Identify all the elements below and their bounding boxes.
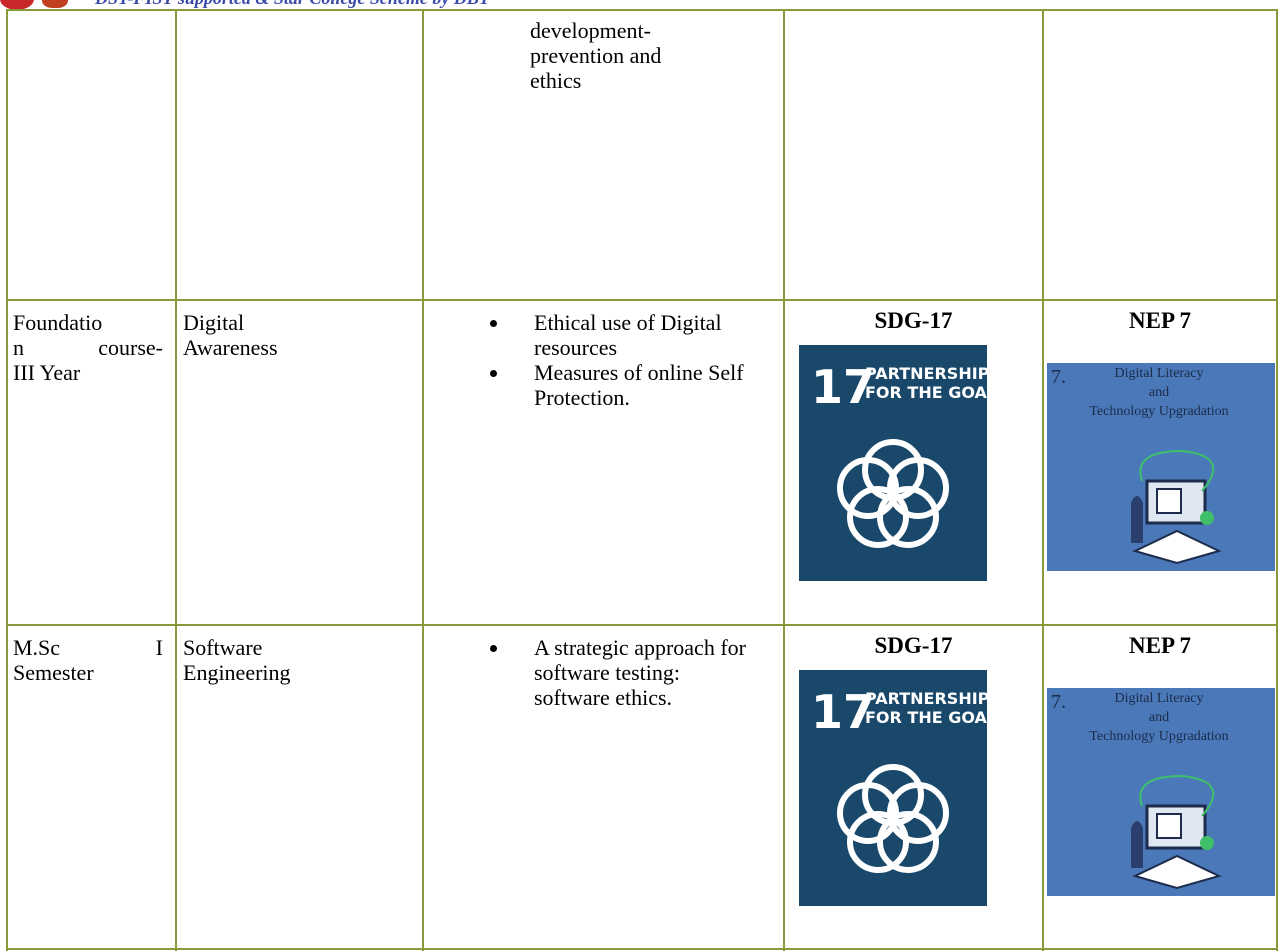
sdg-title: PARTNERSHIPS — [865, 364, 987, 383]
nep-number: 7. — [1051, 691, 1066, 713]
course-line: Software — [183, 635, 263, 660]
sdg-image: 17PARTNERSHIPSFOR THE GOALS — [799, 345, 987, 581]
table-border — [6, 299, 1278, 301]
class-line: M.Sc I — [13, 635, 163, 660]
topic-line: prevention and — [530, 43, 662, 68]
nep-book — [1132, 854, 1222, 890]
table-border — [6, 624, 1278, 626]
course-line: Engineering — [183, 660, 291, 685]
nep-wire — [1139, 774, 1215, 817]
class-line: n course- — [13, 335, 163, 360]
topic-item: Measures of online Self Protection. — [490, 360, 759, 410]
table-border — [175, 9, 177, 951]
nep-background — [1047, 363, 1275, 571]
topic-list: A strategic approach for software testin… — [490, 635, 759, 710]
sdg-ring — [847, 811, 909, 873]
table-border — [783, 9, 785, 951]
course-line: Digital — [183, 310, 245, 335]
sdg-number: 17 — [811, 360, 875, 414]
table-border — [1042, 9, 1044, 951]
class-cell: M.Sc I Semester — [13, 635, 163, 685]
nep-image: 7. Digital Literacy and Technology Upgradat… — [1047, 688, 1275, 896]
class-cell: Foundatio n course- III Year — [13, 310, 163, 385]
table-border — [6, 948, 1278, 950]
table-border — [6, 9, 8, 951]
nep-person — [1131, 821, 1143, 868]
nep-label: NEP 7 — [1129, 308, 1191, 333]
class-line: III Year — [13, 360, 81, 385]
topic-cell: development- prevention and ethics — [530, 18, 661, 93]
nep-person — [1131, 496, 1143, 543]
table-border — [422, 9, 424, 951]
nep-line: Digital Literacy — [1114, 691, 1203, 706]
course-line: Awareness — [183, 335, 278, 360]
sdg-ring — [887, 457, 949, 519]
nep-screen — [1156, 813, 1182, 839]
logo — [0, 0, 34, 10]
sdg-ring — [877, 811, 939, 873]
class-line: Semester — [13, 660, 94, 685]
nep-background — [1047, 688, 1275, 896]
nep-number: 7. — [1051, 366, 1066, 388]
sdg-ring — [847, 486, 909, 548]
sdg-label: SDG-17 — [874, 308, 953, 333]
nep-line: and — [1149, 710, 1169, 725]
header-text: DST-FIST supported & Star College Scheme… — [95, 0, 490, 9]
sdg-number: 17 — [811, 685, 875, 739]
nep-line: and — [1149, 385, 1169, 400]
nep-label: NEP 7 — [1129, 633, 1191, 658]
topic-line: ethics — [530, 68, 582, 93]
sdg-ring — [877, 486, 939, 548]
course-cell: Digital Awareness — [183, 310, 413, 360]
nep-check — [1200, 836, 1214, 850]
table-border — [6, 9, 1278, 11]
nep-wire — [1139, 449, 1215, 492]
sdg-title: FOR THE GOALS — [865, 708, 987, 727]
nep-image: 7. Digital Literacy and Technology Upgradat… — [1047, 363, 1275, 571]
nep-screen — [1156, 488, 1182, 514]
sdg-title: FOR THE GOALS — [865, 383, 987, 402]
sdg-image: 17PARTNERSHIPSFOR THE GOALS — [799, 670, 987, 906]
topic-line: development- — [530, 18, 651, 43]
sdg-label: SDG-17 — [874, 633, 953, 658]
sdg-ring — [887, 782, 949, 844]
topic-item: A strategic approach for software testin… — [490, 635, 759, 710]
sdg-ring — [837, 782, 899, 844]
nep-line: Digital Literacy — [1114, 366, 1203, 381]
topic-item: Ethical use of Digital resources — [490, 310, 759, 360]
nep-line: Technology Upgradation — [1089, 729, 1228, 744]
nep-book — [1132, 529, 1222, 565]
nep-line: Technology Upgradation — [1089, 404, 1228, 419]
topic-list: Ethical use of Digital resources Measures… — [490, 310, 759, 410]
table-border — [1276, 9, 1278, 951]
course-cell: Software Engineering — [183, 635, 413, 685]
nep-check — [1200, 511, 1214, 525]
class-line: Foundatio — [13, 310, 103, 335]
sdg-ring — [837, 457, 899, 519]
logo-emblem — [42, 0, 68, 8]
sdg-title: PARTNERSHIPS — [865, 689, 987, 708]
